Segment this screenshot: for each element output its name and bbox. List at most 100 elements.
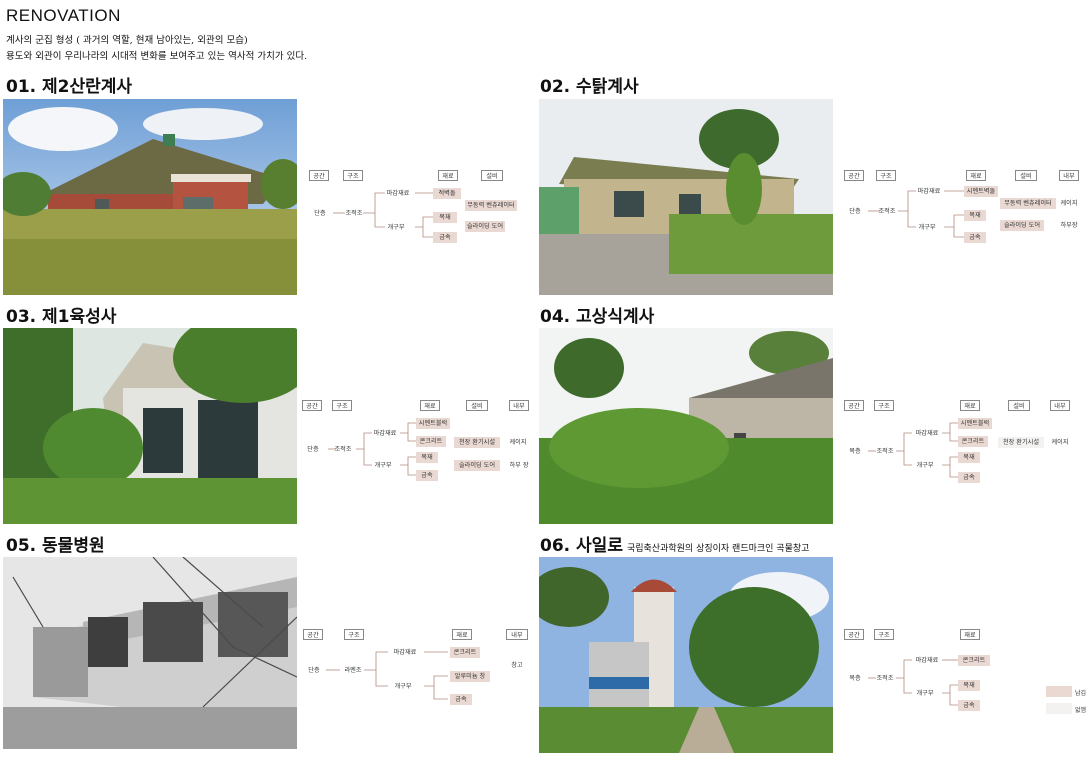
photo-01	[3, 99, 297, 295]
section-title-04: 04. 고상식계사	[540, 307, 655, 327]
section-title-01: 01. 제2산란계사	[6, 77, 133, 97]
space-value: 단층	[307, 446, 319, 453]
interior-item: 케이지	[1051, 439, 1069, 446]
finish-label: 마감재료	[915, 657, 939, 664]
legend-swatch-old	[1046, 686, 1072, 697]
header-material: 재료	[452, 629, 472, 640]
material-item: 콘크리트	[416, 436, 446, 447]
interior-item: 하부 장	[509, 462, 529, 469]
header-equipment: 설비	[1015, 170, 1037, 181]
frame-label: 개구부	[916, 462, 934, 469]
finish-label: 마감재료	[373, 430, 397, 437]
section-title-06-text: 06. 사일로	[540, 536, 623, 556]
photo-05	[3, 557, 297, 749]
material-item: 금속	[450, 694, 472, 705]
legend-label-old: 남김	[1075, 690, 1087, 697]
header-structure: 구조	[874, 400, 894, 411]
header-material: 재료	[960, 629, 980, 640]
section-title-05: 05. 동물병원	[6, 536, 105, 556]
header-material: 재료	[966, 170, 986, 181]
header-structure: 구조	[343, 170, 363, 181]
header-interior: 내부	[509, 400, 529, 411]
page-title: RENOVATION	[6, 6, 121, 25]
structure-value: 라멘조	[344, 667, 362, 674]
finish-label: 마감재료	[915, 430, 939, 437]
section-title-03: 03. 제1육성사	[6, 307, 117, 327]
diagram-04: 공간 구조 재료 설비 내부 복층 조적조 마감재료 개구부 시멘트블럭 콘크리…	[840, 395, 1080, 525]
legend-swatch-new	[1046, 703, 1072, 714]
header-material: 재료	[960, 400, 980, 411]
space-value: 복층	[849, 675, 861, 682]
space-value: 단층	[314, 210, 326, 217]
header-space: 공간	[844, 629, 864, 640]
header-interior: 내부	[1059, 170, 1079, 181]
photo-06	[539, 557, 833, 753]
legend-label-new: 없앰	[1075, 707, 1087, 714]
header-interior: 내부	[506, 629, 528, 640]
material-item: 시멘트블럭	[416, 418, 450, 429]
space-value: 단층	[308, 667, 320, 674]
header-space: 공간	[303, 629, 323, 640]
interior-item: 창고	[511, 662, 523, 669]
equipment-item: 슬라이딩 도어	[454, 460, 500, 471]
diagram-06: 공간 구조 재료 복층 조적조 마감재료 개구부 콘크리트 목재 금속	[840, 625, 1080, 755]
photo-04	[539, 328, 833, 524]
section-title-06: 06. 사일로 국립축산과학원의 상징이자 랜드마크인 곡물창고	[540, 531, 809, 556]
material-item: 목재	[964, 210, 986, 221]
frame-label: 개구부	[918, 224, 936, 231]
equipment-item: 천장 환기시설	[998, 437, 1044, 448]
material-item: 금속	[958, 700, 980, 711]
header-equipment: 설비	[481, 170, 503, 181]
equipment-item: 슬라이딩 도어	[1000, 220, 1044, 231]
structure-value: 조적조	[345, 210, 363, 217]
photo-03	[3, 328, 297, 524]
finish-label: 마감재료	[386, 190, 410, 197]
finish-label: 마감재료	[393, 649, 417, 656]
diagram-05: 공간 구조 재료 내부 단층 라멘조 마감재료 개구부 콘크리트 알루미늄 창 …	[300, 625, 540, 755]
subtitle-line-2: 용도와 외관이 우리나라의 시대적 변화를 보여주고 있는 역사적 가치가 있다…	[6, 51, 308, 62]
material-item: 시멘트벽돌	[964, 186, 998, 197]
material-item: 시멘트블럭	[958, 418, 992, 429]
header-structure: 구조	[874, 629, 894, 640]
structure-value: 조적조	[876, 448, 894, 455]
material-item: 금속	[433, 232, 457, 243]
equipment-item: 무동력 벤츄레이터	[465, 200, 517, 211]
material-item: 목재	[958, 452, 980, 463]
header-equipment: 설비	[1008, 400, 1030, 411]
space-value: 복층	[849, 448, 861, 455]
material-item: 적벽돌	[433, 188, 461, 199]
diagram-03: 공간 구조 재료 설비 내부 단층 조적조 마감재료 개구부 시멘트블럭 콘크리…	[300, 395, 540, 525]
photo-02	[539, 99, 833, 295]
equipment-item: 슬라이딩 도어	[465, 221, 505, 232]
header-structure: 구조	[876, 170, 896, 181]
material-item: 금속	[416, 470, 438, 481]
structure-value: 조적조	[878, 208, 896, 215]
material-item: 콘크리트	[450, 647, 480, 658]
material-item: 콘크리트	[958, 436, 988, 447]
subtitle-line-1: 계사의 군집 형성 ( 과거의 역할, 현재 남아있는, 외관의 모습)	[6, 35, 248, 46]
header-space: 공간	[844, 400, 864, 411]
finish-label: 마감재료	[917, 188, 941, 195]
header-structure: 구조	[332, 400, 352, 411]
header-interior: 내부	[1050, 400, 1070, 411]
header-space: 공간	[309, 170, 329, 181]
frame-label: 개구부	[916, 690, 934, 697]
structure-value: 조적조	[334, 446, 352, 453]
section-note-06: 국립축산과학원의 상징이자 랜드마크인 곡물창고	[626, 544, 810, 554]
header-material: 재료	[420, 400, 440, 411]
space-value: 단층	[849, 208, 861, 215]
frame-label: 개구부	[387, 224, 405, 231]
material-item: 콘크리트	[958, 655, 990, 666]
header-space: 공간	[844, 170, 864, 181]
structure-value: 조적조	[876, 675, 894, 682]
material-item: 금속	[964, 232, 986, 243]
header-space: 공간	[302, 400, 322, 411]
material-item: 목재	[433, 212, 457, 223]
interior-item: 케이지	[1060, 200, 1078, 207]
material-item: 목재	[958, 680, 980, 691]
header-structure: 구조	[344, 629, 364, 640]
material-item: 목재	[416, 452, 438, 463]
equipment-item: 천장 환기시설	[454, 437, 500, 448]
equipment-item: 무동력 벤츄레이터	[1000, 198, 1056, 209]
header-equipment: 설비	[466, 400, 488, 411]
